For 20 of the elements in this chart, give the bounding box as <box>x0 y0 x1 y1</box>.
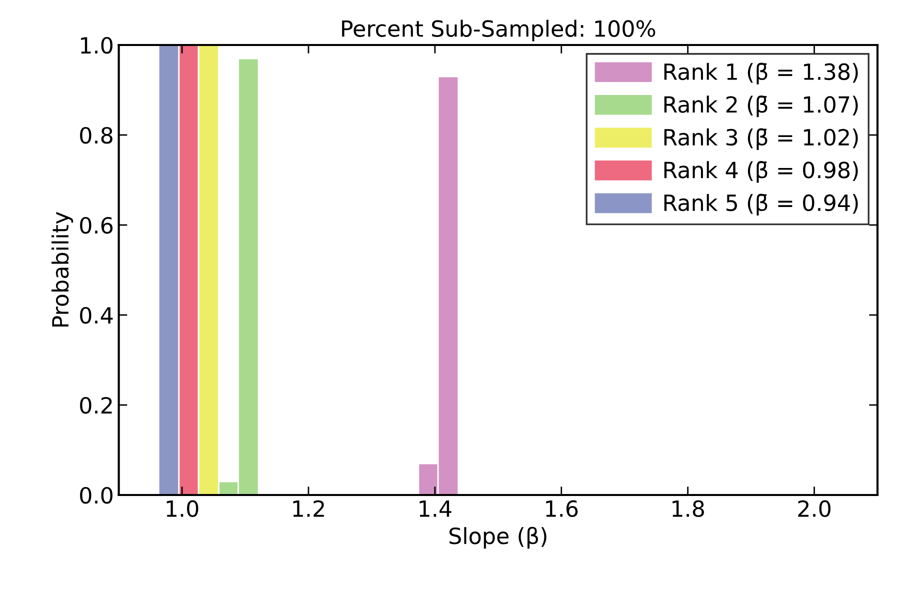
legend-label: Rank 5 (β̄ = 0.94) <box>664 194 858 216</box>
legend-label: Rank 2 (β̄ = 1.07) <box>664 96 858 118</box>
y-tick-label: 0.4 <box>80 306 113 324</box>
x-tick-label: 1.0 <box>166 500 198 518</box>
x-tick-label: 1.4 <box>420 500 452 517</box>
y-axis-title: Probability <box>52 212 74 327</box>
y-tick-label: 0.6 <box>80 216 113 234</box>
x-tick-label: 1.8 <box>672 500 704 518</box>
y-tick-label: 0.8 <box>80 126 112 144</box>
y-tick-label: 0.0 <box>80 486 112 504</box>
chart-title: Percent Sub-Sampled: 100% <box>342 20 656 42</box>
y-tick-label: 0.2 <box>80 396 112 414</box>
x-tick-label: 2.0 <box>798 500 830 518</box>
legend-label: Rank 3 (β̄ = 1.02) <box>664 128 858 150</box>
legend-label: Rank 1 (β̄ = 1.38) <box>664 62 858 84</box>
x-tick-label: 1.2 <box>293 500 324 517</box>
x-axis-title: Slope (β) <box>449 526 546 549</box>
x-tick-label: 1.6 <box>546 500 578 518</box>
y-tick-label: 1.0 <box>81 36 112 54</box>
legend-label: Rank 4 (β̄ = 0.98) <box>664 161 858 183</box>
